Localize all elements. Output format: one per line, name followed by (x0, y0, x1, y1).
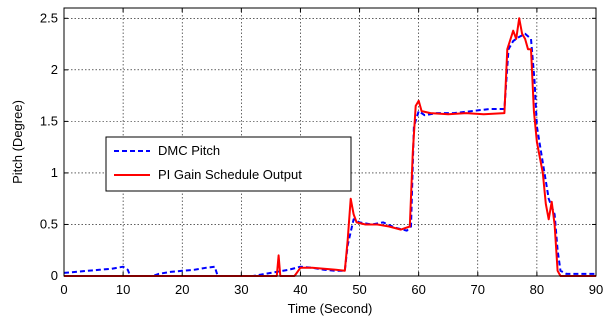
x-tick-label: 30 (234, 282, 248, 297)
x-tick-label: 70 (471, 282, 485, 297)
y-tick-label: 0 (51, 268, 58, 283)
y-tick-label: 0.5 (40, 216, 58, 231)
y-axis-title: Pitch (Degree) (10, 100, 25, 184)
x-tick-label: 80 (530, 282, 544, 297)
x-tick-label: 0 (60, 282, 67, 297)
x-tick-label: 10 (116, 282, 130, 297)
plot-frame (63, 7, 597, 277)
ticks: 0 10 20 30 40 50 60 70 80 90 0 0.5 1 1.5 2 2.5 (40, 8, 603, 297)
x-axis-title: Time (Second) (288, 301, 373, 316)
x-tick-label: 20 (175, 282, 189, 297)
x-tick-label: 60 (411, 282, 425, 297)
legend-label-pi-gain-schedule-output: PI Gain Schedule Output (158, 167, 302, 182)
legend-box (105, 136, 352, 192)
series-layer (63, 17, 596, 277)
y-tick-label: 2 (51, 62, 58, 77)
x-tick-label: 40 (293, 282, 307, 297)
y-tick-label: 1.5 (40, 113, 58, 128)
x-tick-label: 90 (589, 282, 603, 297)
y-tick-label: 2.5 (40, 10, 58, 25)
series-line-pi-gain-schedule-output (64, 17, 596, 277)
legend-label-dmc-pitch: DMC Pitch (158, 143, 220, 158)
x-tick-label: 50 (352, 282, 366, 297)
legend: DMC Pitch PI Gain Schedule Output (105, 136, 352, 192)
y-tick-label: 1 (51, 165, 58, 180)
